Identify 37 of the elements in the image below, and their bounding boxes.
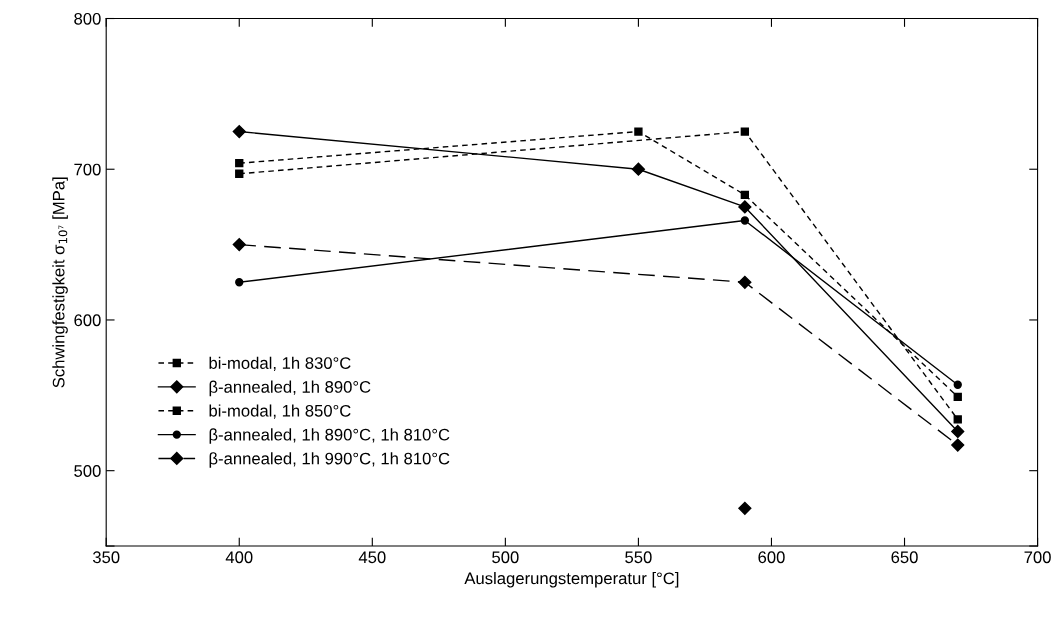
y-tick-label: 600 [74, 314, 101, 327]
legend-label: β-annealed, 1h 890°C [209, 380, 371, 397]
point [235, 159, 244, 168]
y-tick-label: 700 [74, 163, 101, 176]
point [953, 415, 962, 424]
point [740, 216, 750, 225]
legend-label: bi-modal, 1h 850°C [209, 404, 351, 419]
y-axis-title: Schwingfestigkeit σ$_{10⁷}$ [MPa] [52, 177, 68, 388]
legend-label: β-annealed, 1h 990°C, 1h 810°C [209, 452, 450, 468]
x-tick-label: 500 [492, 551, 519, 564]
point [232, 238, 246, 252]
y-tick-label: 800 [74, 12, 101, 25]
point [232, 124, 246, 139]
legend-label: β-annealed, 1h 890°C, 1h 810°C [209, 428, 450, 444]
y-tick-label: 500 [74, 465, 101, 477]
point [235, 169, 244, 178]
x-tick-label: 400 [225, 551, 253, 564]
x-tick-label: 700 [1024, 551, 1051, 564]
x-tick-label: 450 [358, 551, 386, 564]
point [235, 278, 244, 287]
point [740, 127, 750, 136]
x-tick-label: 600 [758, 551, 785, 564]
point [951, 438, 965, 452]
point [740, 190, 750, 200]
x-tick-label: 350 [92, 551, 120, 564]
x-tick-label: 650 [891, 551, 918, 564]
point [953, 392, 962, 401]
x-axis-title: Auslagerungstemperatur [°C] [464, 572, 679, 588]
point [738, 200, 752, 214]
point [738, 275, 752, 289]
point [634, 127, 643, 136]
point [631, 162, 646, 176]
point [738, 501, 752, 515]
point [951, 424, 965, 439]
legend-label: bi-modal, 1h 830°C [209, 356, 351, 371]
x-tick-label: 550 [625, 551, 652, 564]
point [953, 380, 962, 389]
